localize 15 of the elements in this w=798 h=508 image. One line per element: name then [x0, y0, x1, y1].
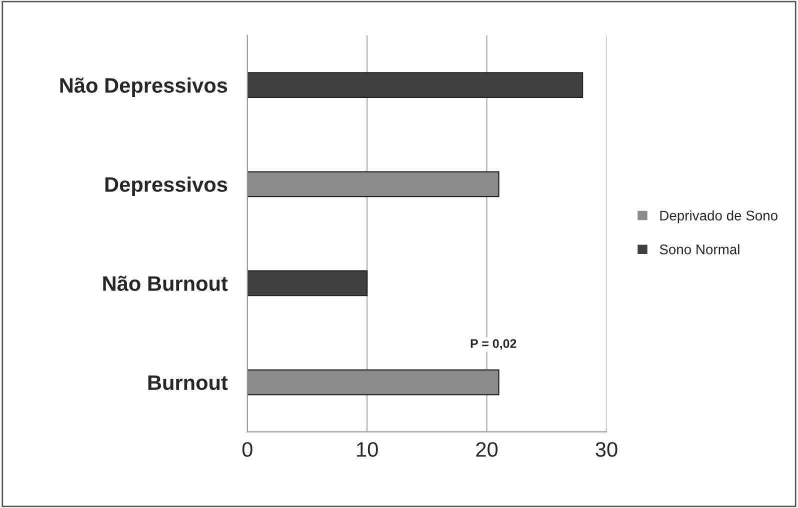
bar [247, 72, 584, 98]
y-tick-label: Burnout [148, 375, 228, 390]
legend-label: Deprivado de Sono [660, 210, 778, 224]
y-tick-label: Depressivos [105, 176, 228, 196]
bar [247, 270, 368, 296]
legend-label: Sono Normal [660, 244, 740, 254]
annotation: P = 0,02 [470, 339, 516, 350]
x-tick-label: 0 [242, 442, 252, 457]
x-tick-label: 10 [357, 442, 378, 457]
x-tick-label: 20 [476, 442, 498, 457]
y-tick-label: Não Depressivos [60, 78, 228, 97]
x-tick-label: 30 [596, 442, 618, 457]
bar [247, 369, 500, 396]
y-tick-label: Não Burnout [103, 276, 228, 291]
bar [247, 171, 500, 198]
